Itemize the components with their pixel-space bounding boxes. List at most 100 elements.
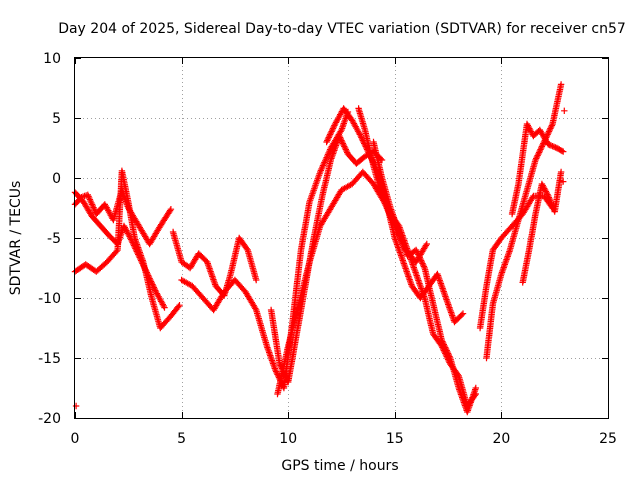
data-point [445,351,452,359]
data-point [378,156,386,164]
data-point [535,150,542,158]
series-track-10 [370,138,479,416]
data-point [560,178,567,185]
data-point [539,141,546,149]
data-point [329,125,337,132]
y-tick-label: -5 [47,231,61,247]
series-track-2 [71,186,175,248]
data-point [545,129,552,137]
data-point [442,344,449,351]
data-point [326,131,334,138]
data-point [422,242,430,249]
data-point [272,368,280,375]
data-point [341,144,349,152]
data-point [276,360,283,368]
axis-ticks [75,58,609,419]
data-point [337,135,344,143]
data-point [446,353,453,360]
series-track-13 [508,120,567,218]
y-tick-label: -15 [38,351,61,367]
data-point [414,249,421,257]
data-point [417,257,425,264]
data-point [412,246,420,254]
data-point [547,125,554,132]
data-point [442,345,450,353]
data-marks [71,81,568,416]
data-point [536,147,543,155]
x-tick-label: 15 [386,431,404,447]
data-point [416,254,423,261]
data-point [243,245,250,252]
data-point [560,148,567,155]
data-point [420,263,428,270]
data-point [547,123,555,131]
data-point [417,255,424,263]
series-track-12 [483,81,565,362]
x-tick-label: 10 [279,431,297,447]
data-point [557,168,565,176]
data-point [326,132,333,140]
data-point [324,137,331,144]
data-point [339,140,347,147]
data-point [459,310,467,317]
data-point [338,137,345,144]
data-point [533,153,541,161]
data-point [423,240,430,248]
data-point [327,129,334,137]
data-point [343,147,350,155]
x-tick-label: 25 [599,431,617,447]
data-point [380,195,387,203]
plot-frame [74,57,609,419]
data-point [533,155,540,162]
data-point [176,302,183,309]
x-tick-label: 5 [177,431,186,447]
data-point [532,156,539,164]
data-point [324,135,332,143]
data-point [444,348,451,356]
data-point [342,146,349,153]
data-point [441,342,448,350]
x-axis-label: GPS time / hours [281,458,398,474]
data-point [341,143,348,150]
data-point [336,132,343,140]
data-point [548,202,556,209]
data-point [535,149,543,156]
data-point [439,339,447,347]
data-point [438,336,445,344]
data-point [444,350,452,357]
data-point [537,146,544,153]
data-point [545,128,553,135]
chart-title: Day 204 of 2025, Sidereal Day-to-day VTE… [58,21,626,37]
data-point [167,206,175,213]
data-point [328,128,335,135]
data-point [72,402,80,410]
series-track-6 [267,132,386,386]
series-track-7 [274,168,430,398]
data-point [252,305,259,312]
y-axis-label: SDTVAR / TECUs [8,181,24,296]
y-tick-label: 10 [43,51,61,67]
x-tick-label: 20 [492,431,510,447]
data-point [439,338,446,345]
series-track-14 [519,168,565,286]
data-point [175,303,182,310]
data-point [272,366,279,374]
y-tick-label: -10 [38,291,61,307]
data-point [440,341,447,348]
x-tick-labels: 0 5 10 15 20 25 [71,431,617,447]
data-point [339,138,346,146]
series-track-3 [71,167,183,332]
data-point [325,134,332,141]
data-point [534,152,541,159]
data-point [381,198,389,206]
data-point [329,126,336,134]
data-point [548,122,556,129]
series-outliers [72,107,568,410]
y-tick-labels: -20 -15 -10 -5 0 5 10 [38,51,61,427]
data-point [538,144,545,152]
data-point [336,134,344,141]
data-point [546,126,553,134]
data-point [545,194,553,201]
